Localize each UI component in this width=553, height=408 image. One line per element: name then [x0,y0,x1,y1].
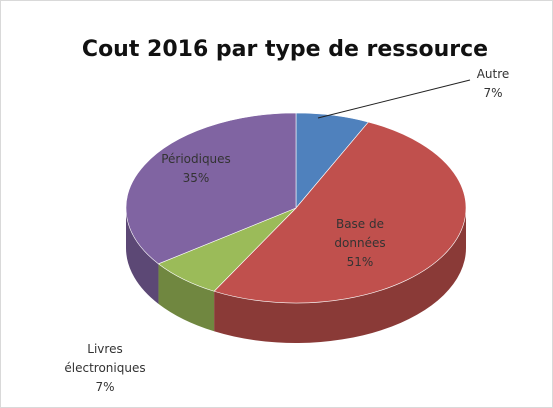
category-label: Livres électroniques [64,342,146,375]
label-box: Livres électroniques 7% [55,340,155,397]
slice [125,112,297,265]
category-label: Autre [476,67,510,81]
slice-side [214,208,466,344]
value-label: 7% [483,86,503,100]
value-label: 7% [95,380,115,394]
slice-label: Périodiques 35% [151,150,241,188]
slice-label: Livres électroniques 7% [55,340,155,397]
label-box: Base de données 51% [320,215,400,272]
category-label: Périodiques [161,152,231,166]
value-label: 51% [346,255,374,269]
slice-label: Autre 7% [463,65,523,103]
slice-label: Base de données 51% [320,215,400,272]
slice-side [158,263,215,332]
value-label: 35% [182,171,210,185]
label-box: Autre 7% [463,65,523,103]
label-box: Périodiques 35% [151,150,241,188]
category-label: Base de données [334,217,386,250]
leader-line [317,79,471,119]
slice [213,121,467,304]
chart-title: Cout 2016 par type de ressource [82,37,488,62]
slice-side [126,208,159,304]
